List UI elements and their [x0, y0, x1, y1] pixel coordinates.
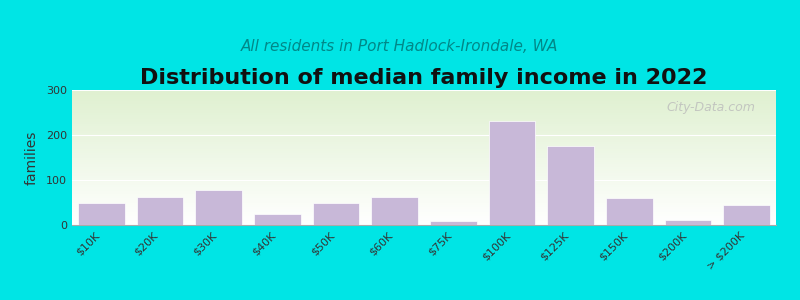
Bar [72, 223, 776, 225]
Bar [72, 207, 776, 209]
Bar [72, 212, 776, 214]
Title: Distribution of median family income in 2022: Distribution of median family income in … [140, 68, 708, 88]
Bar [72, 205, 776, 207]
Bar [72, 119, 776, 122]
Bar [72, 164, 776, 166]
Bar [72, 194, 776, 196]
Bar [195, 190, 242, 225]
Bar [254, 214, 301, 225]
Bar [72, 148, 776, 151]
Bar [665, 220, 711, 225]
Bar [72, 94, 776, 97]
Bar [430, 221, 477, 225]
Bar [72, 182, 776, 184]
Bar [72, 133, 776, 135]
Bar [72, 200, 776, 202]
Bar [72, 196, 776, 198]
Bar [72, 214, 776, 216]
Bar [72, 126, 776, 128]
Bar [72, 92, 776, 95]
Bar [72, 167, 776, 169]
Bar [72, 97, 776, 99]
Bar [547, 146, 594, 225]
Bar [72, 198, 776, 200]
Bar [606, 198, 653, 225]
Bar [72, 171, 776, 173]
Text: City-Data.com: City-Data.com [666, 101, 755, 114]
Text: All residents in Port Hadlock-Irondale, WA: All residents in Port Hadlock-Irondale, … [242, 39, 558, 54]
Bar [72, 115, 776, 117]
Bar [723, 205, 770, 225]
Bar [72, 158, 776, 160]
Bar [72, 218, 776, 220]
Bar [72, 135, 776, 137]
Bar [137, 197, 183, 225]
Bar [489, 121, 535, 225]
Bar [72, 191, 776, 194]
Bar [72, 169, 776, 171]
Bar [72, 112, 776, 115]
Bar [72, 151, 776, 153]
Bar [313, 202, 359, 225]
Bar [72, 160, 776, 162]
Bar [72, 130, 776, 133]
Bar [72, 173, 776, 175]
Bar [72, 216, 776, 218]
Bar [72, 140, 776, 142]
Bar [72, 103, 776, 106]
Bar [72, 124, 776, 126]
Bar [72, 220, 776, 223]
Bar [72, 106, 776, 108]
Bar [72, 101, 776, 104]
Bar [72, 189, 776, 191]
Bar [72, 90, 776, 92]
Bar [72, 117, 776, 119]
Bar [72, 99, 776, 101]
Bar [72, 184, 776, 187]
Bar [72, 155, 776, 158]
Bar [72, 128, 776, 130]
Bar [72, 142, 776, 144]
Bar [72, 209, 776, 211]
Bar [72, 108, 776, 110]
Bar [72, 187, 776, 189]
Bar [72, 137, 776, 140]
Bar [72, 180, 776, 182]
Bar [72, 153, 776, 155]
Bar [72, 146, 776, 148]
Bar [72, 176, 776, 178]
Y-axis label: families: families [25, 130, 39, 185]
Bar [72, 144, 776, 146]
Bar [72, 122, 776, 124]
Bar [78, 202, 125, 225]
Bar [72, 178, 776, 180]
Bar [72, 202, 776, 205]
Bar [371, 197, 418, 225]
Bar [72, 162, 776, 164]
Bar [72, 110, 776, 112]
